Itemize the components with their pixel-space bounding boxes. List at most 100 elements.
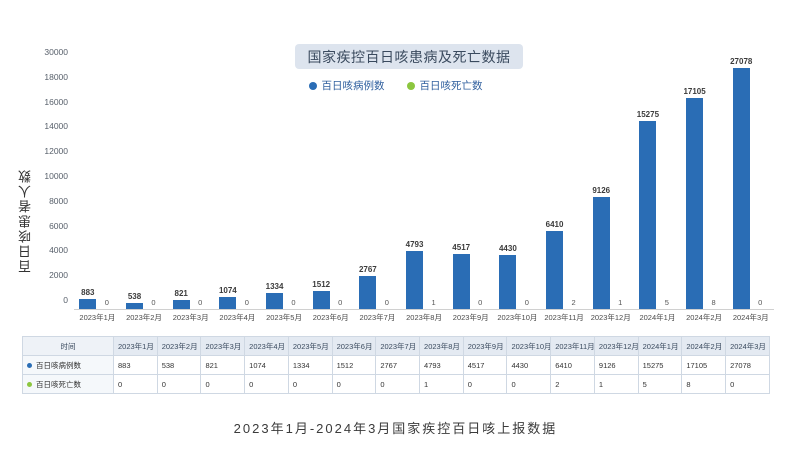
bar-cases[interactable]: 17105 (683, 87, 706, 310)
x-tick-label: 2023年3月 (172, 313, 209, 322)
bar-value-label: 1074 (218, 285, 237, 295)
bar-value-label: 821 (174, 288, 188, 298)
table-cell: 821 (200, 355, 246, 375)
bar-cases[interactable]: 883 (79, 288, 97, 310)
bar-value-label: 27078 (730, 57, 753, 67)
table-header-cell: 2023年11月 (550, 336, 595, 356)
row-dot-green-icon (27, 381, 32, 387)
bar-wrapper: 0 (471, 62, 489, 310)
table-cell: 0 (725, 374, 770, 394)
table-cell: 1512 (331, 355, 377, 375)
legend-dot-green-icon (406, 81, 415, 90)
bar-cases[interactable]: 1512 (312, 280, 330, 310)
bar-group: 4517 0 (447, 62, 494, 310)
bar-group: 4793 1 (401, 62, 448, 310)
bar-wrapper: 821 (172, 62, 190, 310)
bar-value-label: 0 (524, 297, 529, 307)
bar-cases[interactable]: 1074 (219, 286, 237, 310)
table-cell: 0 (244, 374, 289, 394)
bar-wrapper: 0 (191, 62, 209, 310)
bar-wrapper: 9126 (592, 62, 610, 310)
bar-group: 821 0 (167, 62, 214, 310)
bar-wrapper: 27078 (730, 57, 752, 310)
x-tick-label: 2023年4月 (219, 313, 256, 322)
bar-value-label: 1 (431, 297, 436, 307)
x-tick-label: 2023年12月 (590, 313, 631, 322)
bar-wrapper: 1074 (219, 62, 237, 310)
bar-cases[interactable]: 15275 (637, 110, 659, 310)
bar-wrapper: 1512 (312, 62, 330, 310)
bar-wrapper: 0 (98, 62, 116, 310)
bar-cases[interactable]: 4517 (452, 243, 470, 310)
bar-group: 4430 0 (494, 62, 541, 310)
table-header-cell: 2023年4月 (244, 336, 289, 356)
table-cell: 4430 (506, 355, 552, 375)
table-header-cell: 2023年10月 (506, 336, 552, 356)
table-header-time: 时间 (22, 336, 114, 356)
bar-value-label: 4517 (452, 243, 471, 252)
bar-group: 15275 5 (634, 62, 681, 310)
legend-item-cases[interactable]: 百日咳病例数 (308, 78, 385, 93)
bar-cases[interactable]: 27078 (730, 57, 752, 310)
table-row-header: 百日咳病例数 (22, 355, 114, 375)
bar-group: 2767 0 (354, 62, 401, 310)
table-cell: 538 (156, 355, 202, 375)
table-header-cell: 2023年12月 (593, 336, 639, 356)
table-cell: 2767 (375, 355, 421, 375)
table-cell: 8 (681, 374, 727, 394)
chart-card: 国家疾控百日咳患病及死亡数据 百日咳病例数 百日咳死亡数 百日咳患者人数 0 20… (0, 44, 791, 322)
y-tick-label: 30000 (44, 47, 68, 57)
legend-item-deaths[interactable]: 百日咳死亡数 (406, 78, 483, 93)
bar-cases[interactable]: 538 (126, 292, 143, 310)
bar-value-label: 0 (291, 297, 296, 307)
bar-group: 17105 8 (681, 62, 728, 310)
bar-value-label: 0 (384, 297, 389, 307)
y-tick-label: 8000 (49, 195, 68, 206)
table-header-cell: 2024年2月 (681, 336, 727, 356)
table-header-cell: 2023年5月 (287, 336, 333, 356)
bar-value-label: 1334 (265, 282, 284, 292)
table-cell: 1 (419, 374, 464, 394)
bar-wrapper: 1 (425, 62, 443, 310)
table-header-cell: 2024年3月 (725, 336, 770, 356)
bar-value-label: 538 (127, 292, 142, 302)
bar-wrapper: 0 (285, 62, 303, 310)
bar-value-label: 6410 (545, 219, 564, 229)
chart-legend: 百日咳病例数 百日咳死亡数 (0, 78, 791, 93)
x-tick-label: 2023年5月 (266, 313, 302, 322)
bar-value-label: 0 (198, 297, 203, 307)
bar-wrapper: 17105 (683, 62, 706, 310)
y-axis-title: 百日咳患者人数 (18, 168, 33, 273)
table-cell: 1334 (287, 355, 333, 375)
bar-group: 1512 0 (307, 62, 354, 310)
table-cell: 0 (156, 374, 202, 394)
table-row-label: 百日咳病例数 (36, 360, 81, 370)
table-cell: 0 (113, 374, 158, 394)
data-table: 时间 2023年1月 2023年2月 2023年3月 2023年4月 2023年5月 20… (22, 336, 770, 394)
bar-group: 1334 0 (261, 62, 308, 310)
bar-value-label: 0 (151, 297, 156, 307)
x-tick-label: 2024年3月 (732, 313, 769, 322)
table-cell: 27078 (725, 355, 770, 375)
bar-cases[interactable]: 821 (172, 289, 190, 310)
bar-wrapper: 0 (751, 62, 769, 310)
bar-cases[interactable]: 4430 (499, 244, 517, 310)
bar-cases[interactable]: 2767 (359, 265, 377, 310)
bar-cases[interactable]: 4793 (406, 240, 423, 310)
bar-cases[interactable]: 9126 (592, 186, 610, 310)
bar-value-label: 17105 (683, 86, 706, 96)
x-tick-label: 2024年2月 (686, 313, 722, 322)
bar-value-label: 0 (338, 297, 343, 307)
bar-value-label: 5 (664, 297, 669, 307)
table-cell: 0 (506, 374, 552, 394)
bar-cases[interactable]: 1334 (266, 282, 283, 310)
y-tick-label: 4000 (49, 245, 68, 256)
table-header-cell: 2023年7月 (375, 336, 421, 356)
table-cell: 883 (113, 355, 158, 375)
x-tick-label: 2023年7月 (359, 313, 396, 322)
bar-cases[interactable]: 6410 (546, 220, 563, 310)
bar-wrapper: 0 (518, 62, 536, 310)
table-cell: 0 (462, 374, 508, 394)
table-row-header: 百日咳死亡数 (22, 374, 114, 394)
bar-wrapper: 0 (145, 62, 162, 310)
